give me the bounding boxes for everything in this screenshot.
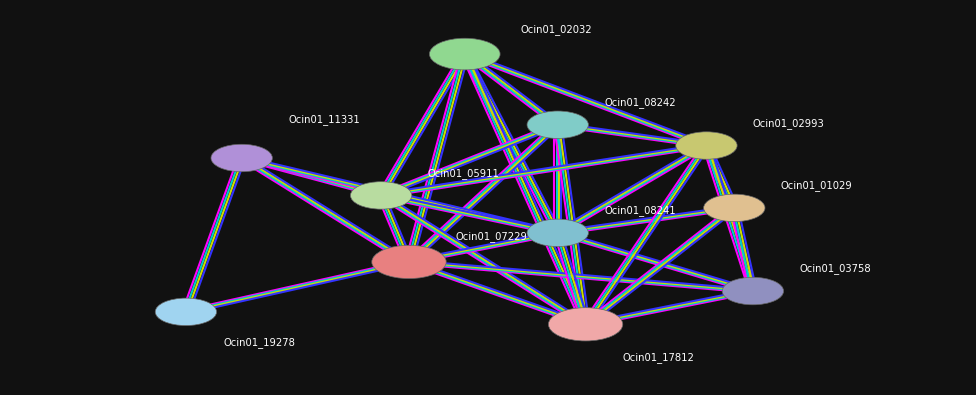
Circle shape	[549, 308, 623, 341]
Circle shape	[675, 132, 737, 159]
Circle shape	[372, 245, 446, 278]
Text: Ocin01_08242: Ocin01_08242	[604, 97, 675, 108]
Text: Ocin01_19278: Ocin01_19278	[224, 337, 295, 348]
Circle shape	[211, 144, 272, 172]
Text: Ocin01_03758: Ocin01_03758	[799, 263, 871, 275]
Text: Ocin01_01029: Ocin01_01029	[781, 181, 853, 191]
Text: Ocin01_11331: Ocin01_11331	[288, 114, 360, 125]
Text: Ocin01_05911: Ocin01_05911	[427, 168, 500, 179]
Circle shape	[704, 194, 765, 222]
Circle shape	[155, 298, 217, 325]
Text: Ocin01_02032: Ocin01_02032	[520, 24, 592, 36]
Circle shape	[350, 182, 412, 209]
Circle shape	[527, 219, 589, 246]
Text: Ocin01_08241: Ocin01_08241	[604, 205, 675, 216]
Circle shape	[722, 277, 784, 305]
Text: Ocin01_07229: Ocin01_07229	[456, 231, 527, 243]
Text: Ocin01_17812: Ocin01_17812	[623, 352, 695, 363]
Circle shape	[527, 111, 589, 139]
Text: Ocin01_02993: Ocin01_02993	[752, 118, 825, 129]
Circle shape	[429, 38, 500, 70]
